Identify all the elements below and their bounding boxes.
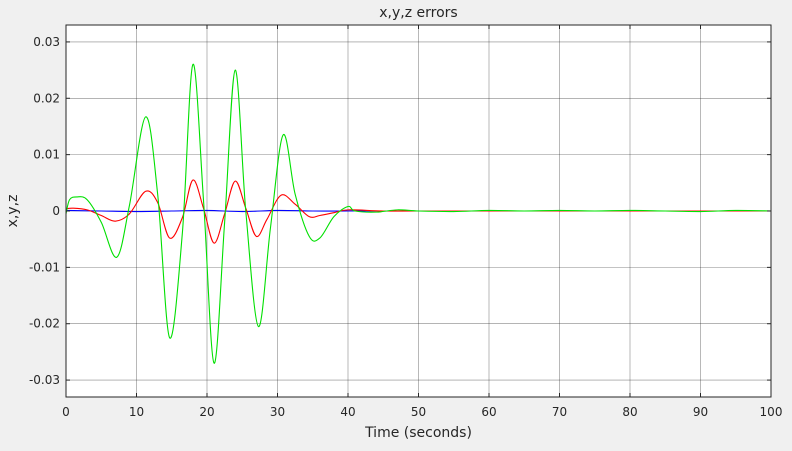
series-layer — [65, 63, 772, 364]
x-tick-label: 10 — [129, 405, 144, 419]
y-axis-label: x,y,z — [5, 195, 21, 228]
y-tick-label: 0.03 — [33, 35, 60, 49]
x-tick-label: 40 — [340, 405, 355, 419]
x-tick-label: 60 — [481, 405, 496, 419]
x-tick-label: 80 — [622, 405, 637, 419]
x-tick-label: 100 — [760, 405, 783, 419]
x-tick-label: 30 — [270, 405, 285, 419]
y-tick-label: 0.02 — [33, 91, 60, 105]
x-tick-label: 90 — [693, 405, 708, 419]
x-tick-label: 20 — [199, 405, 214, 419]
y-tick-label: 0 — [52, 204, 60, 218]
y-tick-label: 0.01 — [33, 148, 60, 162]
y-tick-label: -0.02 — [29, 317, 60, 331]
y-tick-label: -0.01 — [29, 260, 60, 274]
ticks: 0 10 20 30 40 50 60 70 80 90 100 0.03 0.02 0.01 0 -0.01… — [29, 25, 783, 419]
x-axis-label: Time (seconds) — [364, 425, 472, 441]
x-tick-label: 70 — [552, 405, 567, 419]
series-line-2 — [65, 63, 772, 364]
y-tick-label: -0.03 — [29, 373, 60, 387]
x-tick-label: 50 — [411, 405, 426, 419]
x-tick-label: 0 — [62, 405, 70, 419]
chart-title: x,y,z errors — [379, 5, 457, 21]
